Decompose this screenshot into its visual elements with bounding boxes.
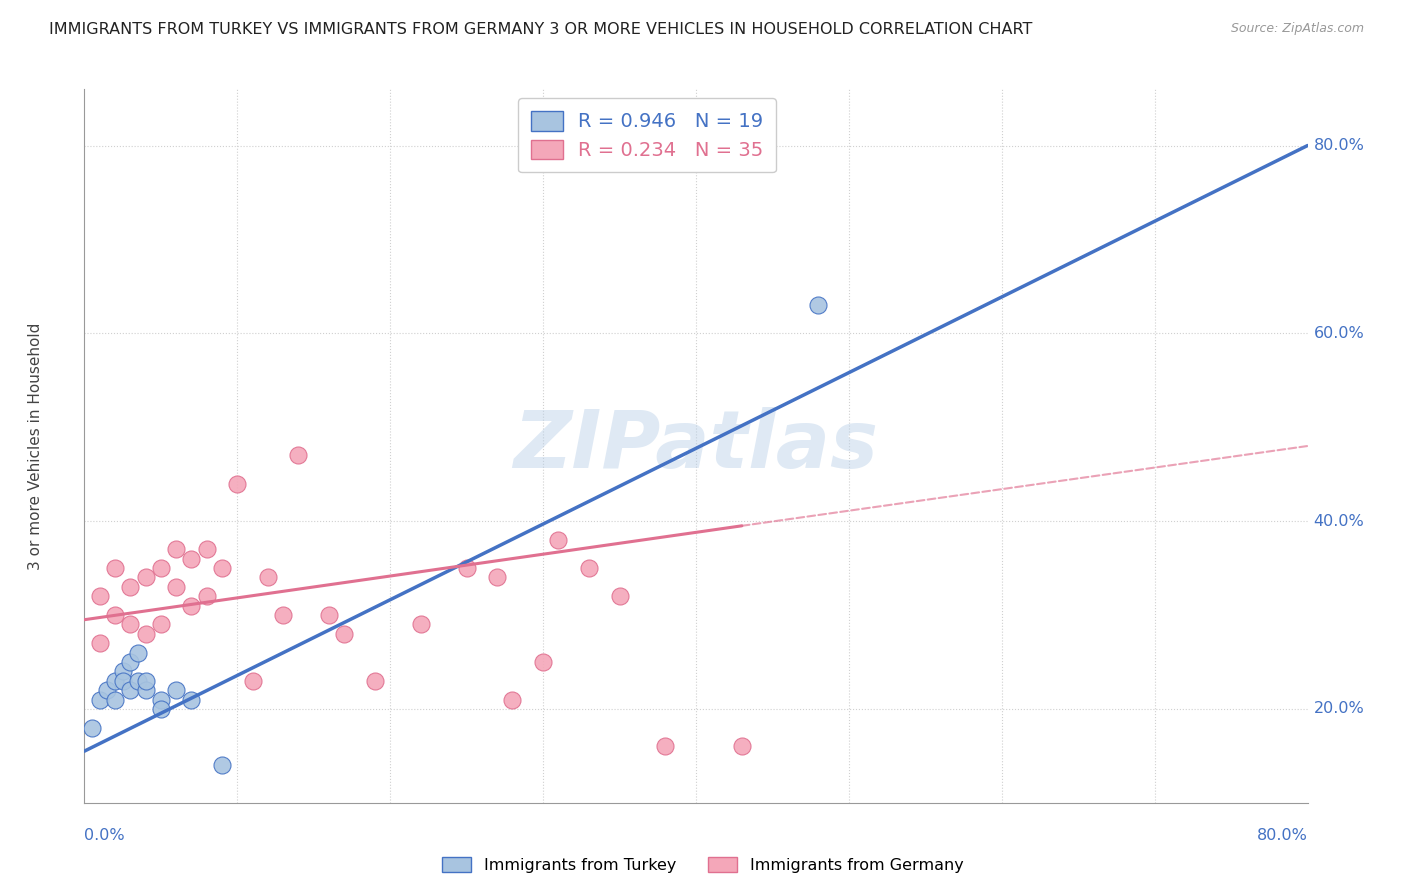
Text: 3 or more Vehicles in Household: 3 or more Vehicles in Household	[28, 322, 44, 570]
Point	[149, 617, 172, 632]
Point	[135, 570, 157, 584]
Point	[149, 692, 172, 706]
Point	[165, 580, 187, 594]
Point	[89, 636, 111, 650]
Point	[80, 721, 103, 735]
Text: 0.0%: 0.0%	[84, 828, 125, 843]
Point	[120, 655, 142, 669]
Point	[180, 599, 202, 613]
Text: 60.0%: 60.0%	[1313, 326, 1364, 341]
Text: 40.0%: 40.0%	[1313, 514, 1364, 529]
Point	[318, 607, 340, 622]
Point	[486, 570, 509, 584]
Legend: Immigrants from Turkey, Immigrants from Germany: Immigrants from Turkey, Immigrants from …	[436, 851, 970, 880]
Point	[226, 476, 249, 491]
Point	[242, 673, 264, 688]
Point	[120, 580, 142, 594]
Text: 20.0%: 20.0%	[1313, 701, 1364, 716]
Point	[333, 627, 356, 641]
Point	[149, 702, 172, 716]
Text: ZIPatlas: ZIPatlas	[513, 407, 879, 485]
Point	[165, 683, 187, 698]
Point	[531, 655, 554, 669]
Point	[120, 617, 142, 632]
Point	[111, 673, 134, 688]
Point	[104, 692, 127, 706]
Point	[578, 561, 600, 575]
Text: IMMIGRANTS FROM TURKEY VS IMMIGRANTS FROM GERMANY 3 OR MORE VEHICLES IN HOUSEHOL: IMMIGRANTS FROM TURKEY VS IMMIGRANTS FRO…	[49, 22, 1032, 37]
Point	[456, 561, 478, 575]
Point	[127, 673, 149, 688]
Point	[195, 542, 218, 557]
Point	[731, 739, 754, 754]
Point	[211, 758, 233, 772]
Point	[609, 589, 631, 603]
Text: 80.0%: 80.0%	[1313, 138, 1365, 153]
Point	[149, 561, 172, 575]
Point	[195, 589, 218, 603]
Point	[104, 607, 127, 622]
Point	[104, 561, 127, 575]
Point	[211, 561, 233, 575]
Text: Source: ZipAtlas.com: Source: ZipAtlas.com	[1230, 22, 1364, 36]
Point	[89, 692, 111, 706]
Point	[120, 683, 142, 698]
Legend: R = 0.946   N = 19, R = 0.234   N = 35: R = 0.946 N = 19, R = 0.234 N = 35	[519, 98, 776, 172]
Point	[180, 551, 202, 566]
Point	[257, 570, 280, 584]
Text: 80.0%: 80.0%	[1257, 828, 1308, 843]
Point	[409, 617, 432, 632]
Point	[502, 692, 524, 706]
Point	[104, 673, 127, 688]
Point	[547, 533, 569, 547]
Point	[96, 683, 118, 698]
Point	[271, 607, 294, 622]
Point	[654, 739, 676, 754]
Point	[180, 692, 202, 706]
Point	[165, 542, 187, 557]
Point	[135, 673, 157, 688]
Point	[127, 646, 149, 660]
Point	[807, 298, 830, 312]
Point	[111, 665, 134, 679]
Point	[287, 449, 309, 463]
Point	[135, 627, 157, 641]
Point	[135, 683, 157, 698]
Point	[89, 589, 111, 603]
Point	[364, 673, 387, 688]
